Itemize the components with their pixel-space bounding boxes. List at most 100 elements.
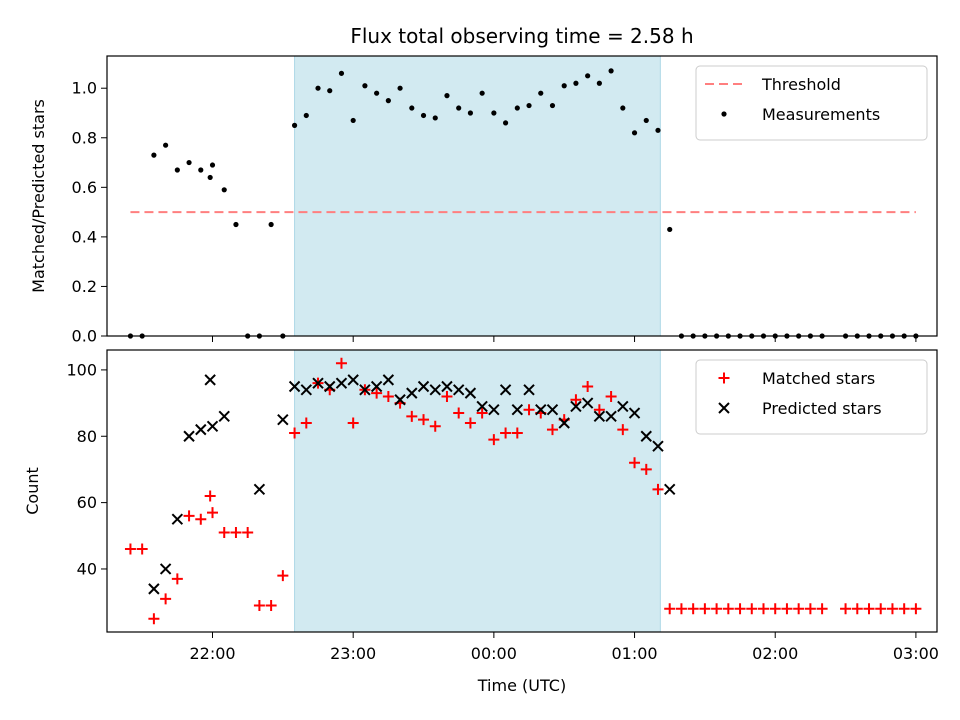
matched-star-point [886, 603, 898, 615]
matched-star-point [476, 407, 488, 419]
matched-star-point [136, 543, 148, 555]
measurement-point [409, 105, 415, 111]
matched-star-point [171, 573, 183, 585]
matched-star-point [593, 404, 605, 416]
predicted-star-point [511, 404, 524, 416]
measurement-point [608, 68, 614, 74]
bottom-panel: 40 60 80 100 22:00 23:00 00:00 01:00 02:00 03:00 C… [23, 349, 939, 695]
measurement-point [491, 110, 497, 116]
measurement-point [209, 162, 216, 168]
measurement-point [514, 105, 520, 111]
chart-title: Flux total observing time = 2.58 h [350, 24, 693, 48]
measurement-point [596, 80, 602, 86]
matched-star-point [699, 603, 711, 615]
predicted-star-point [159, 563, 172, 575]
measurement-point [573, 80, 579, 86]
measurement-point [291, 122, 298, 128]
matched-star-point [793, 603, 805, 615]
shaded-span [294, 55, 661, 337]
measurement-point [233, 221, 239, 228]
measurement-point [221, 187, 227, 193]
x-tick-label: 22:00 [189, 644, 235, 663]
measurement-point [667, 226, 673, 233]
measurement-point [207, 174, 213, 181]
measurement-point [643, 117, 649, 124]
measurement-point [620, 105, 626, 111]
matched-star-point [335, 357, 347, 369]
matched-star-point [711, 603, 723, 615]
predicted-star-point [499, 384, 512, 396]
matched-star-point [675, 603, 687, 615]
matched-star-point [382, 390, 394, 402]
y-axis-label: Matched/Predicted stars [29, 99, 48, 293]
matched-star-point [757, 603, 769, 615]
measurement-point [585, 73, 591, 79]
legend-measurement-swatch [721, 111, 727, 117]
predicted-star-point [652, 440, 664, 452]
shaded-span [294, 349, 661, 633]
predicted-star-point [288, 380, 301, 393]
measurement-point [432, 115, 438, 121]
matched-star-point [769, 603, 781, 615]
predicted-star-point [324, 380, 336, 393]
predicted-star-point [204, 374, 216, 386]
matched-star-point [253, 599, 265, 611]
predicted-star-point [370, 380, 383, 393]
measurement-point [174, 167, 180, 173]
predicted-star-point [605, 410, 617, 423]
predicted-star-point [488, 404, 500, 416]
measurement-point [549, 102, 556, 109]
measurement-point [303, 112, 309, 119]
matched-star-point [242, 526, 254, 538]
predicted-star-point [429, 384, 441, 396]
measurement-point [186, 159, 192, 166]
measurement-point [444, 93, 450, 99]
measurement-point [538, 90, 544, 96]
y-tick-label: 100 [66, 360, 97, 379]
legend-label: Threshold [761, 75, 841, 94]
predicted-star-point [441, 380, 453, 393]
matched-star-point [722, 603, 734, 615]
predicted-star-point [640, 430, 652, 442]
y-tick-label: 40 [77, 559, 97, 578]
predicted-star-point [570, 400, 582, 413]
measurement-point [479, 90, 485, 96]
matched-star-point [441, 390, 453, 402]
predicted-star-point [148, 583, 160, 595]
matched-star-point [265, 599, 277, 611]
matched-star-point [898, 603, 910, 615]
predicted-star-point [206, 420, 219, 433]
measurement-point [338, 70, 345, 76]
predicted-star-point [347, 374, 359, 386]
measurement-point [561, 83, 567, 89]
matched-star-point [230, 526, 242, 538]
matched-star-point [640, 463, 652, 475]
predicted-star-point [593, 410, 606, 423]
measurement-point [467, 110, 474, 116]
axes-frame [106, 349, 938, 633]
measurement-point [385, 98, 391, 104]
predicted-star-point [218, 410, 230, 423]
measurement-point [315, 85, 321, 91]
predicted-star-point [617, 400, 629, 413]
legend-label: Matched stars [762, 369, 875, 388]
predicted-star-point [558, 417, 570, 429]
y-tick-label: 1.0 [72, 79, 97, 98]
matched-star-point [488, 434, 500, 446]
matched-star-point [629, 457, 641, 469]
matched-star-point [582, 380, 594, 392]
matched-star-point [289, 427, 301, 439]
y-tick-label: 80 [77, 427, 97, 446]
matched-star-point [781, 603, 793, 615]
predicted-star-point [335, 377, 348, 389]
matched-star-point [511, 427, 523, 439]
y-tick-label: 0.6 [72, 178, 97, 197]
y-tick-label: 0.2 [72, 277, 97, 296]
matched-star-point [300, 417, 312, 429]
y-tick-label: 0.8 [72, 128, 97, 147]
predicted-star-point [417, 380, 430, 393]
measurement-point [268, 221, 274, 228]
x-tick-label: 23:00 [330, 644, 376, 663]
predicted-star-point [476, 400, 488, 413]
